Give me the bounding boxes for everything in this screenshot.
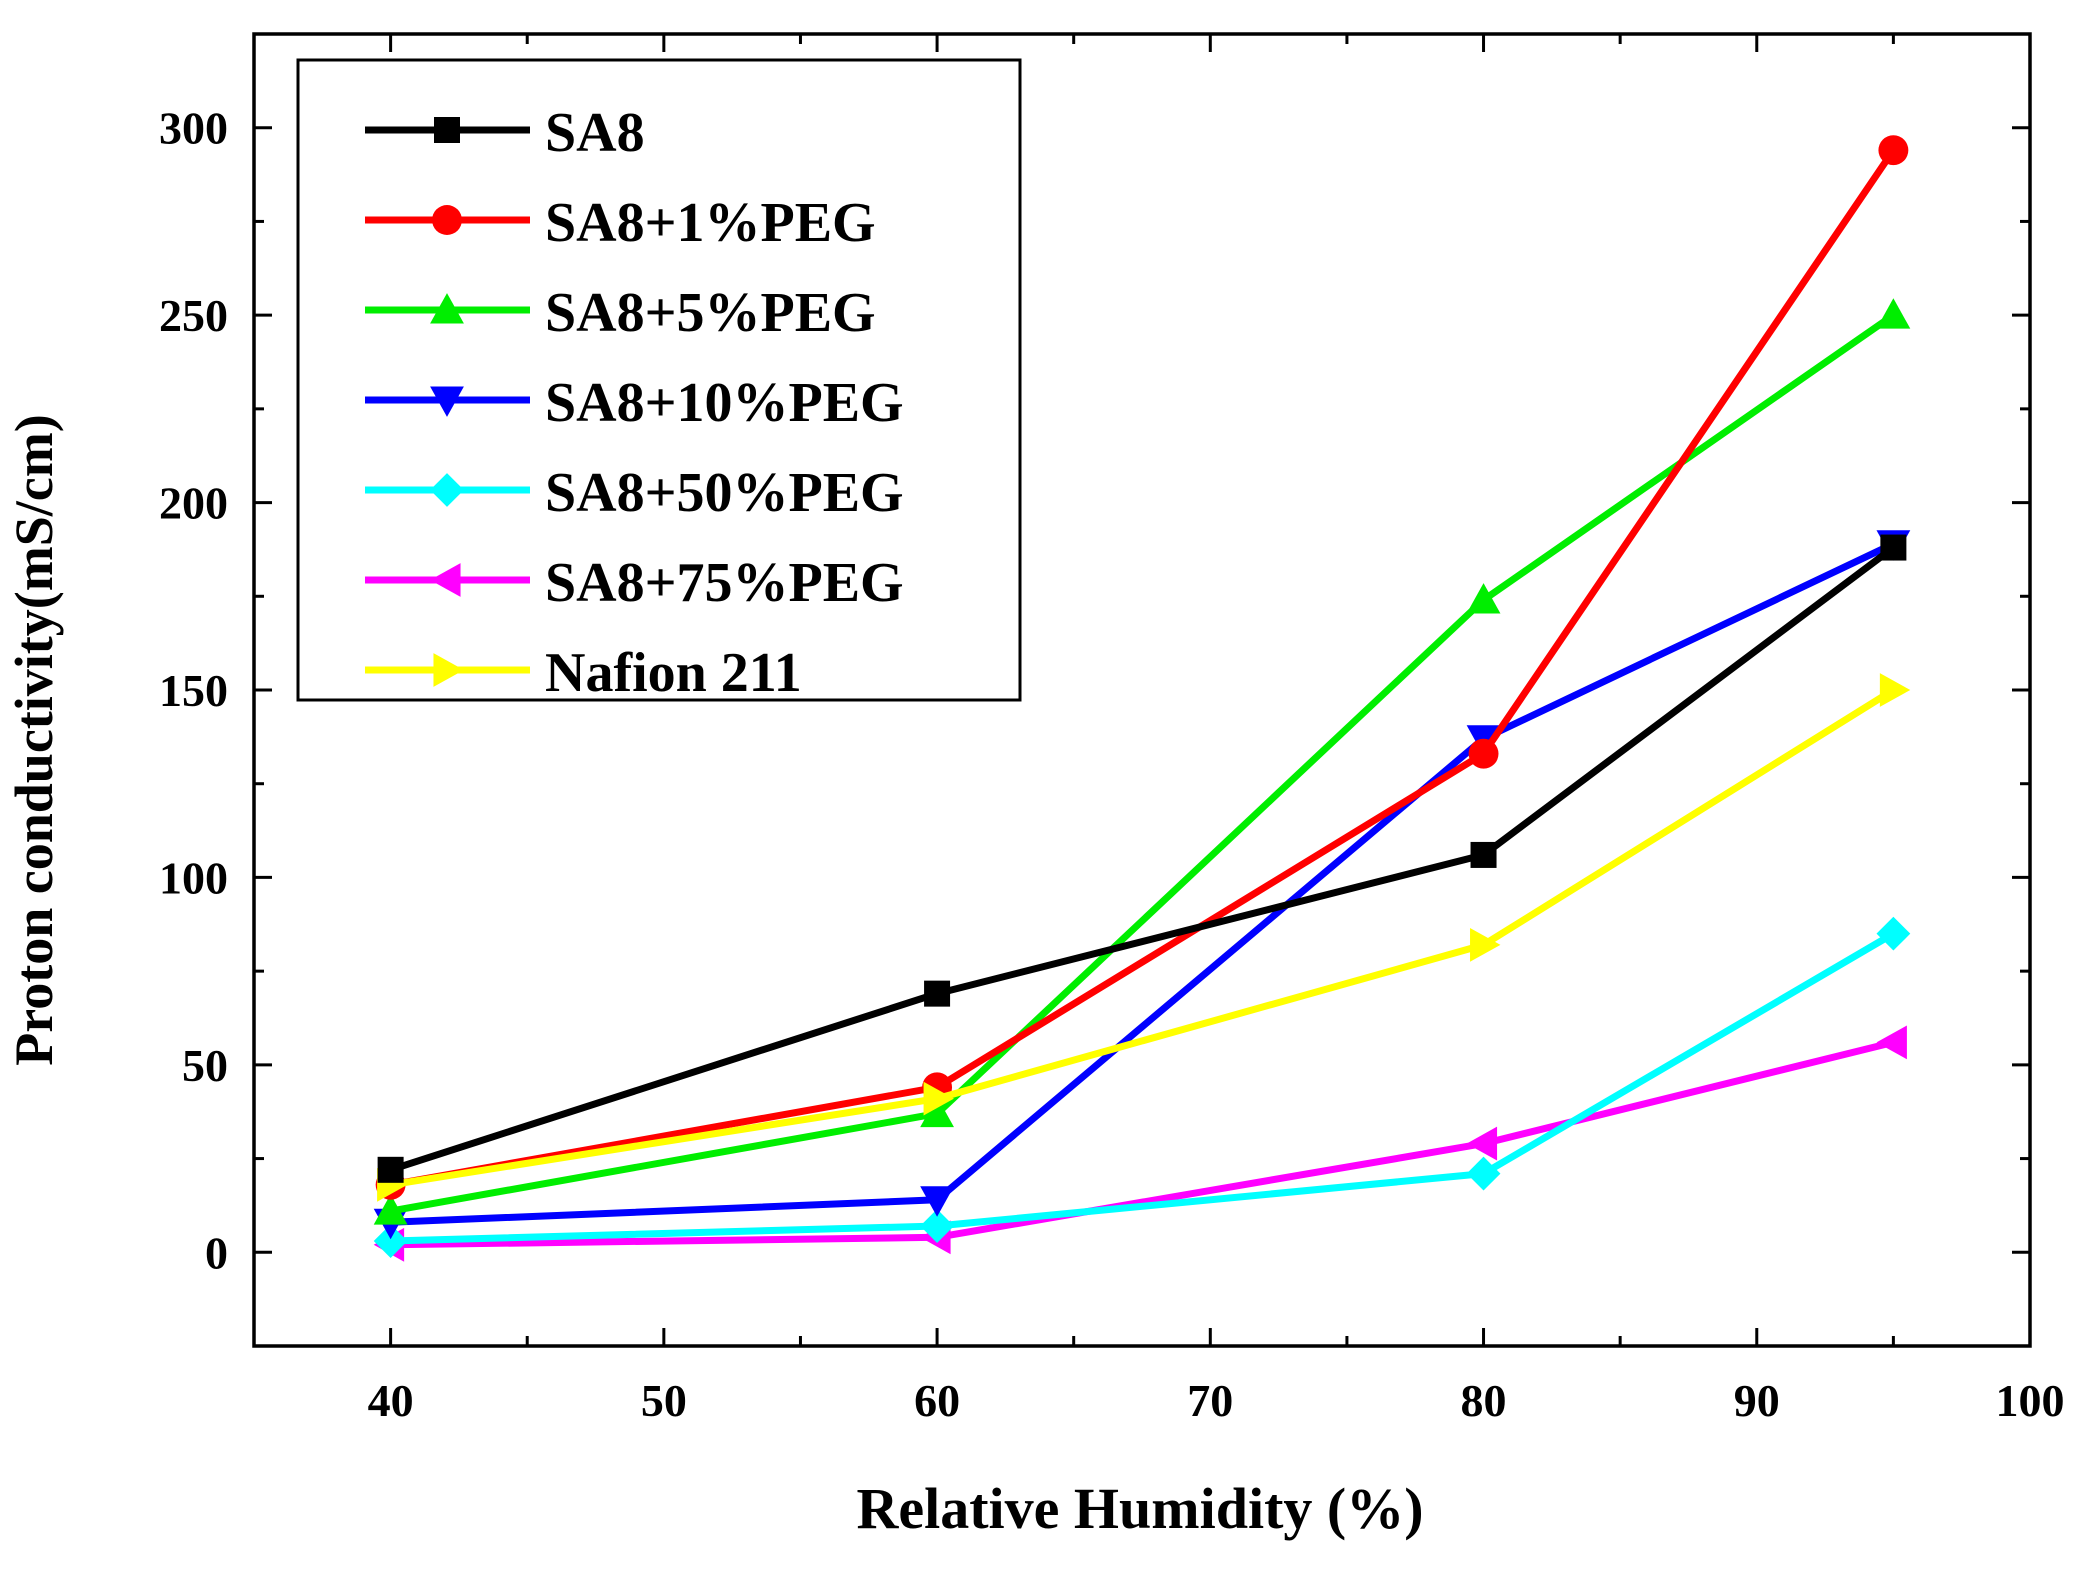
x-tick-label: 90	[1734, 1375, 1780, 1426]
axes: 40 50 60 70 80 90 100 0 50 100 150 200 250 300	[159, 32, 2065, 1426]
series-line-sa8-10-peg	[390, 540, 1895, 1226]
data-point-nafion-211	[923, 1081, 954, 1116]
y-axis-title: Proton conductivity(mS/cm)	[4, 414, 64, 1065]
data-point-sa8-75-peg	[1466, 1126, 1498, 1161]
x-tick-label: 70	[1187, 1375, 1233, 1426]
legend-label-sa8-10-peg: SA8+10%PEG	[545, 372, 904, 434]
legend-marker-sa8-10-peg	[430, 386, 464, 417]
series-line-sa8-75-peg	[390, 1039, 1895, 1249]
data-point-sa8-50-peg	[1466, 1156, 1501, 1191]
data-point-sa8-5-peg	[1466, 583, 1501, 614]
y-tick-label: 300	[159, 103, 228, 154]
series-sa8-50-peg	[373, 916, 1911, 1258]
data-point-sa8	[377, 1156, 404, 1183]
y-tick-label: 200	[159, 478, 228, 529]
series-sa8	[377, 534, 1907, 1183]
legend-marker-sa8-1-peg	[432, 205, 462, 235]
legend-label-sa8: SA8	[545, 102, 645, 164]
data-point-sa8-5-peg	[920, 1096, 954, 1128]
legend-label-nafion-211: Nafion 211	[545, 642, 802, 704]
y-tick-label: 100	[159, 852, 228, 903]
y-tick-label: 0	[205, 1227, 228, 1278]
x-tick-label: 80	[1461, 1375, 1507, 1426]
series-line-sa8	[389, 544, 1896, 1174]
legend-marker-sa8-5-peg	[430, 293, 464, 324]
data-point-sa8-1-peg	[1878, 135, 1909, 166]
legend-box	[296, 58, 1022, 702]
x-tick-label: 50	[641, 1375, 687, 1426]
legend-marker-nafion-211	[433, 653, 464, 687]
legend-label-sa8-50-peg: SA8+50%PEG	[545, 462, 904, 524]
data-point-sa8-5-peg	[373, 1194, 408, 1225]
y-tick-label: 50	[182, 1040, 228, 1091]
x-tick-label: 40	[368, 1375, 414, 1426]
y-tick-label: 250	[159, 290, 228, 341]
legend-label-sa8-5-peg: SA8+5%PEG	[545, 282, 876, 344]
series-layer	[373, 135, 1911, 1262]
series-line-sa8-50-peg	[390, 930, 1896, 1245]
data-point-sa8-10-peg	[920, 1186, 954, 1217]
legend-label-sa8-75-peg: SA8+75%PEG	[545, 552, 904, 614]
legend-marker-sa8-75-peg	[430, 563, 461, 597]
data-point-sa8-50-peg	[373, 1224, 408, 1258]
legend: SA8 SA8+1%PEG SA8+5%PEG SA8+10%PEG SA8+50%PE…	[296, 58, 1022, 704]
data-point-nafion-211	[1470, 928, 1501, 962]
data-point-sa8	[1880, 534, 1907, 561]
data-point-sa8-75-peg	[1876, 1025, 1907, 1060]
series-line-sa8-1-peg	[389, 148, 1897, 1189]
data-point-nafion-211	[1879, 673, 1911, 707]
data-point-sa8-50-peg	[920, 1209, 954, 1243]
series-nafion-211	[377, 673, 1911, 1202]
data-point-sa8	[1470, 841, 1497, 868]
legend-label-sa8-1-peg: SA8+1%PEG	[545, 192, 876, 254]
x-tick-label: 60	[914, 1375, 960, 1426]
legend-marker-sa8	[434, 117, 460, 143]
x-tick-label: 100	[1996, 1375, 2065, 1426]
data-point-sa8-5-peg	[1876, 298, 1911, 329]
legend-marker-sa8-50-peg	[430, 473, 464, 507]
data-point-sa8-1-peg	[1468, 738, 1499, 769]
x-axis-title: Relative Humidity (%)	[856, 1476, 1423, 1541]
y-tick-label: 150	[159, 665, 228, 716]
data-point-sa8-50-peg	[1876, 916, 1911, 951]
series-line-nafion-211	[390, 687, 1896, 1189]
data-point-sa8	[924, 980, 951, 1007]
